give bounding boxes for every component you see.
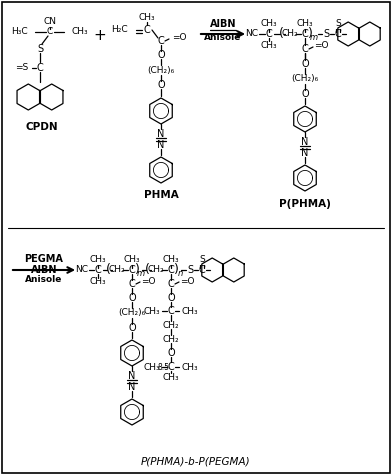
Text: C: C	[301, 44, 309, 54]
Text: AIBN: AIBN	[31, 265, 57, 275]
Text: N: N	[157, 140, 165, 150]
Text: H₂C: H₂C	[111, 26, 128, 35]
Text: m: m	[137, 268, 145, 277]
Text: ): )	[308, 28, 312, 40]
Text: C: C	[36, 63, 44, 73]
Text: CPDN: CPDN	[26, 122, 58, 132]
Text: S: S	[187, 265, 193, 275]
Text: S: S	[199, 256, 205, 265]
Text: O: O	[167, 293, 175, 303]
Text: =O: =O	[314, 41, 328, 50]
Text: (: (	[279, 28, 283, 40]
Text: C: C	[168, 279, 174, 289]
Text: CH₃: CH₃	[72, 28, 89, 37]
Text: N: N	[157, 129, 165, 139]
Text: H₃C: H₃C	[11, 28, 28, 37]
Text: NC: NC	[75, 266, 88, 275]
Text: C: C	[94, 265, 102, 275]
Text: P(PHMA): P(PHMA)	[279, 199, 331, 209]
Text: =O: =O	[141, 276, 156, 285]
Text: ): )	[174, 264, 178, 276]
Text: PEGMA: PEGMA	[25, 254, 64, 264]
Text: CH₂: CH₂	[163, 334, 179, 343]
Text: CH₃: CH₃	[182, 362, 199, 371]
Text: CH₃: CH₃	[163, 372, 179, 381]
Text: CH₂: CH₂	[282, 29, 298, 38]
Text: O: O	[128, 323, 136, 333]
Text: AIBN: AIBN	[210, 19, 236, 29]
Text: CH₃: CH₃	[163, 256, 179, 265]
Text: (CH₂)₆: (CH₂)₆	[291, 75, 319, 84]
Text: N: N	[128, 371, 136, 381]
Text: =S: =S	[15, 64, 28, 73]
Text: C: C	[168, 362, 174, 372]
Text: N: N	[301, 137, 309, 147]
Text: n: n	[177, 268, 183, 277]
Text: CH₂: CH₂	[109, 266, 125, 275]
Text: CH₂: CH₂	[163, 321, 179, 330]
Text: S: S	[37, 44, 43, 54]
Text: NC: NC	[245, 29, 258, 38]
Text: S: S	[323, 29, 329, 39]
Text: CH₃: CH₃	[143, 306, 160, 315]
Text: C: C	[266, 29, 272, 39]
Text: CH₃: CH₃	[139, 13, 155, 22]
Text: C: C	[335, 29, 341, 39]
Text: P(PHMA)-b-P(PEGMA): P(PHMA)-b-P(PEGMA)	[141, 457, 251, 467]
Text: C: C	[301, 29, 309, 39]
Text: CH₃: CH₃	[182, 306, 199, 315]
Text: C: C	[168, 265, 174, 275]
Text: N: N	[301, 148, 309, 158]
Text: CH₃: CH₃	[90, 276, 106, 285]
Text: (: (	[145, 264, 149, 276]
Text: C: C	[199, 265, 205, 275]
Text: =O: =O	[180, 276, 194, 285]
Text: C: C	[158, 36, 164, 46]
Text: O: O	[301, 89, 309, 99]
Text: =O: =O	[172, 34, 187, 42]
Text: CH₃: CH₃	[261, 19, 277, 28]
Text: CH₃: CH₃	[124, 256, 140, 265]
Text: O: O	[167, 348, 175, 358]
Text: CH₃: CH₃	[297, 19, 313, 28]
Text: +: +	[94, 28, 106, 44]
Text: 8.5: 8.5	[158, 362, 170, 371]
Text: Anisole: Anisole	[25, 276, 63, 285]
Text: N: N	[128, 382, 136, 392]
Text: O: O	[301, 59, 309, 69]
Text: C: C	[129, 265, 135, 275]
Text: O: O	[157, 80, 165, 90]
Text: C: C	[47, 28, 53, 37]
Text: CH₃: CH₃	[261, 40, 277, 49]
Text: (: (	[105, 264, 111, 276]
Text: ): )	[134, 264, 140, 276]
Text: PHMA: PHMA	[143, 190, 178, 200]
Text: (CH₂)₆: (CH₂)₆	[118, 308, 145, 317]
Text: O: O	[157, 50, 165, 60]
Text: O: O	[128, 293, 136, 303]
Text: CH₃: CH₃	[143, 362, 160, 371]
Text: CH₃: CH₃	[90, 256, 106, 265]
Text: (CH₂)₆: (CH₂)₆	[147, 66, 174, 75]
Text: CH₂: CH₂	[148, 266, 164, 275]
Text: CN: CN	[44, 18, 56, 27]
Text: S: S	[335, 19, 341, 28]
Text: C: C	[143, 25, 151, 35]
Text: C: C	[129, 279, 135, 289]
Text: Anisole: Anisole	[204, 32, 242, 41]
Text: C: C	[168, 306, 174, 316]
Text: m: m	[310, 32, 318, 41]
